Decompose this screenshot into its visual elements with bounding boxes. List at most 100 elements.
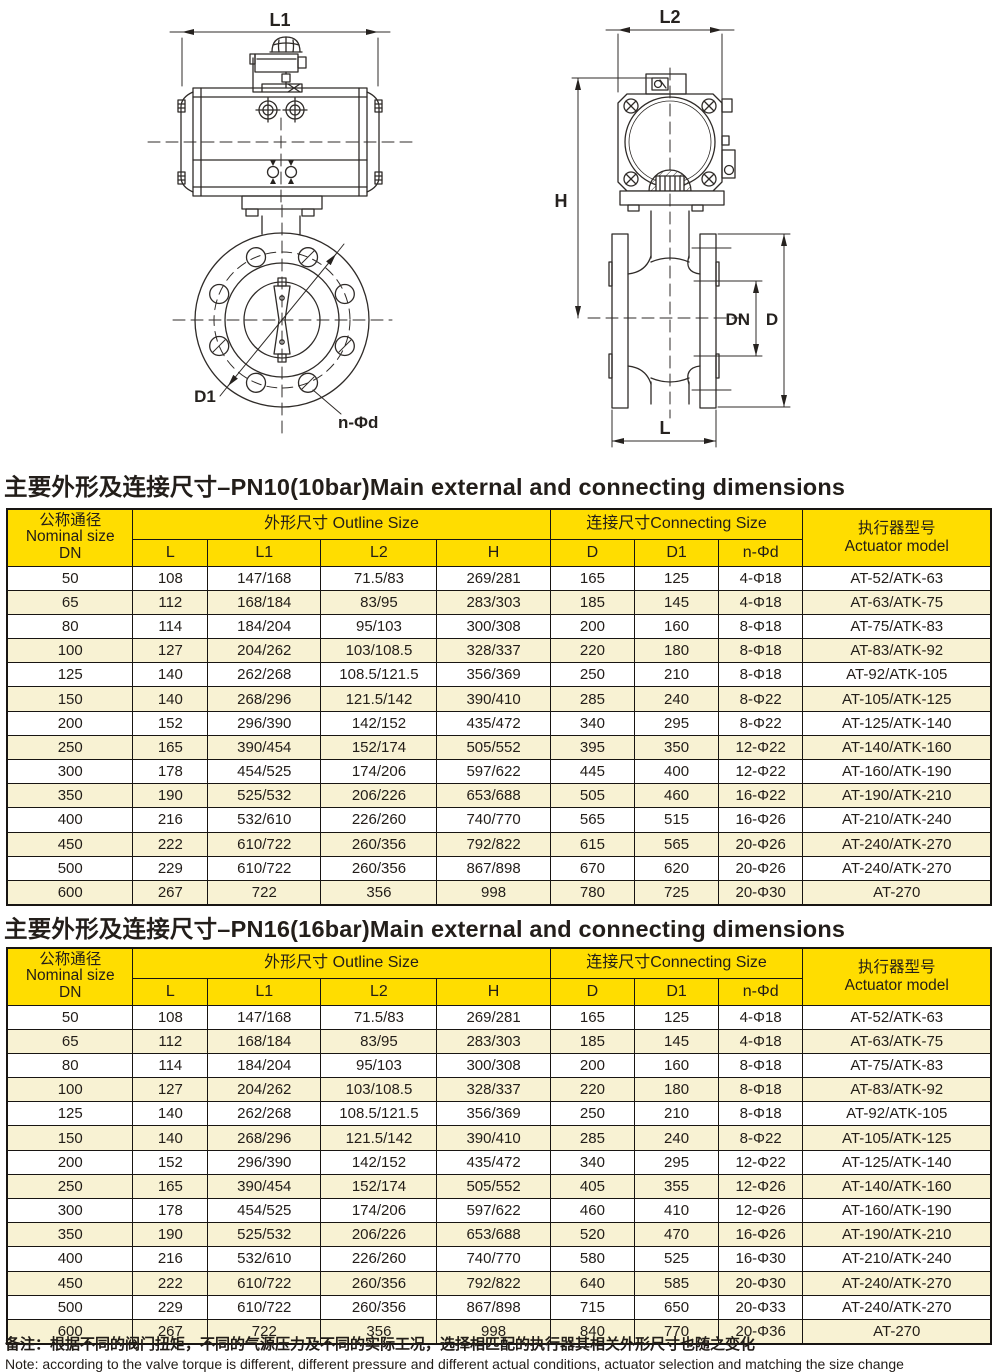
table-row: 80 114 184/204 95/103 300/308 200 160 8-Φ18 AT-7… [6, 613, 992, 640]
table-cell: 400 [6, 1246, 134, 1272]
table-row: 65 112 168/184 83/95 283/303 185 145 4-Φ18 AT-63… [6, 589, 992, 615]
table-cell: 216 [132, 1246, 209, 1272]
table-cell: 80 [6, 613, 134, 640]
table-cell: 610/722 [207, 855, 322, 881]
table-cell: AT-190/ATK-210 [802, 1222, 992, 1248]
actuator-end-view-drawing [617, 73, 736, 212]
table-cell: 150 [6, 686, 134, 712]
table-cell: AT-210/ATK-240 [802, 1246, 992, 1272]
table-cell: AT-240/ATK-270 [802, 1294, 992, 1320]
table-cell: 100 [6, 638, 134, 664]
table-cell: 152/174 [320, 734, 438, 761]
table-cell: AT-240/ATK-270 [802, 1270, 992, 1296]
table-cell: 283/303 [436, 589, 551, 615]
table-cell: 998 [436, 879, 551, 906]
header-nominal-en: Nominal size [25, 528, 115, 546]
table-cell: 400 [6, 807, 134, 833]
table-cell: 435/472 [436, 710, 551, 736]
table-cell: 400 [634, 758, 719, 785]
table-cell: 168/184 [207, 1028, 322, 1054]
table-cell: 505 [549, 783, 636, 809]
table-cell: 597/622 [436, 1197, 551, 1224]
table-cell: 445 [549, 758, 636, 785]
table-row: 100 127 204/262 103/108.5 328/337 220 180 8-Φ18… [6, 1077, 992, 1103]
table-cell: 220 [549, 638, 636, 664]
header-nominal-en: Nominal size [25, 967, 115, 985]
table-cell: 640 [549, 1270, 636, 1296]
table-cell: 470 [634, 1222, 719, 1248]
table-cell: 500 [6, 855, 134, 881]
table-cell: 340 [549, 710, 636, 736]
pn10-table-body: 50 108 147/168 71.5/83 269/281 165 125 4-Φ18 AT-… [6, 565, 992, 906]
table-cell: 8-Φ22 [717, 710, 804, 736]
pn16-section-title: 主要外形及连接尺寸–PN16(16bar)Main external and c… [4, 916, 846, 942]
table-cell: 285 [549, 686, 636, 712]
table-cell: 867/898 [436, 855, 551, 881]
table-cell: 140 [132, 1125, 209, 1151]
header-nominal-dn: DN [59, 984, 82, 1002]
table-cell: 356 [320, 1318, 438, 1345]
table-cell: 460 [549, 1197, 636, 1224]
table-cell: 260/356 [320, 831, 438, 857]
table-cell: 525 [634, 1246, 719, 1272]
dimension-label-l2: L2 [659, 7, 680, 27]
pn16-dimensions-table: 公称通径 Nominal size DN 外形尺寸 Outline Size 连… [6, 947, 992, 1346]
table-cell: 435/472 [436, 1149, 551, 1175]
table-cell: 168/184 [207, 589, 322, 615]
table-cell: 350 [6, 783, 134, 809]
table-cell: 300/308 [436, 613, 551, 640]
table-cell: 356/369 [436, 1101, 551, 1127]
table-cell: 410 [634, 1197, 719, 1224]
header-actuator-model: 执行器型号 Actuator model [802, 947, 992, 1006]
table-cell: 204/262 [207, 1077, 322, 1103]
table-cell: 114 [132, 1052, 209, 1079]
table-cell: 103/108.5 [320, 638, 438, 664]
table-cell: 20-Φ26 [717, 831, 804, 857]
header-connecting-size: 连接尺寸Connecting Size [549, 508, 804, 540]
table-cell: 190 [132, 783, 209, 809]
table-row: 80 114 184/204 95/103 300/308 200 160 8-Φ18 AT-7… [6, 1052, 992, 1079]
table-row: 450 222 610/722 260/356 792/822 640 585 20-Φ30 A… [6, 1270, 992, 1296]
table-cell: 350 [6, 1222, 134, 1248]
dimension-d [717, 233, 791, 408]
table-cell: 210 [634, 662, 719, 688]
table-cell: 178 [132, 758, 209, 785]
table-row: 600 267 722 356 998 840 770 20-Φ36 AT-270 [6, 1318, 992, 1345]
table-cell: 20-Φ30 [717, 879, 804, 906]
table-row: 350 190 525/532 206/226 653/688 520 470 16-Φ26 A… [6, 1222, 992, 1248]
table-cell: 145 [634, 1028, 719, 1054]
header-actuator-zh: 执行器型号 [857, 958, 936, 976]
table-cell: 180 [634, 1077, 719, 1103]
table-cell: 12-Φ22 [717, 758, 804, 785]
table-cell: 867/898 [436, 1294, 551, 1320]
pn10-table-container: 公称通径 Nominal size DN 外形尺寸 Outline Size 连… [6, 508, 992, 907]
corner-bolt-icon [623, 171, 639, 187]
valve-side-view-drawing: L2 H [555, 7, 791, 448]
table-row: 50 108 147/168 71.5/83 269/281 165 125 4-Φ18 AT-… [6, 1004, 992, 1030]
table-cell: 600 [6, 1318, 134, 1345]
table-cell: 454/525 [207, 758, 322, 785]
table-cell: AT-63/ATK-75 [802, 589, 992, 615]
table-cell: 50 [6, 565, 134, 591]
table-cell: 840 [549, 1318, 636, 1345]
table-cell: 597/622 [436, 758, 551, 785]
table-cell: 792/822 [436, 831, 551, 857]
table-cell: 722 [207, 1318, 322, 1345]
table-cell: 204/262 [207, 638, 322, 664]
table-cell: 525/532 [207, 783, 322, 809]
table-cell: 80 [6, 1052, 134, 1079]
table-cell: 50 [6, 1004, 134, 1030]
header-col-l2: L2 [320, 977, 438, 1006]
table-cell: 222 [132, 831, 209, 857]
table-cell: 715 [549, 1294, 636, 1320]
table-cell: 12-Φ22 [717, 734, 804, 761]
dimension-l [611, 409, 717, 448]
header-col-n-phi-d: n-Φd [717, 977, 804, 1006]
air-port-icon [282, 97, 308, 123]
table-row: 250 165 390/454 152/174 505/552 395 350 12-Φ22 A… [6, 734, 992, 761]
table-cell: 454/525 [207, 1197, 322, 1224]
table-cell: AT-75/ATK-83 [802, 1052, 992, 1079]
table-cell: 260/356 [320, 855, 438, 881]
table-cell: 71.5/83 [320, 565, 438, 591]
